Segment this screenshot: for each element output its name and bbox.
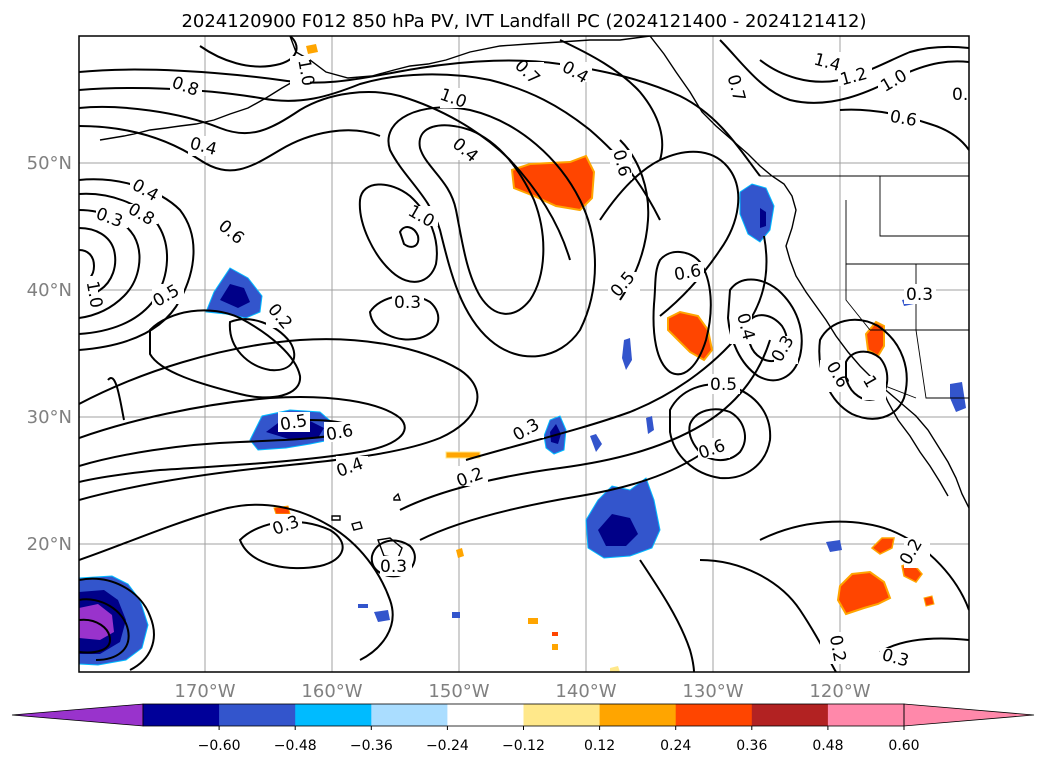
colorbar-segment: [523, 704, 601, 726]
colorbar-tick-label: −0.48: [274, 738, 317, 754]
lon-label: 140°W: [555, 681, 616, 702]
contour-label: 1.0: [293, 58, 317, 88]
contour-label: 0.5: [710, 375, 737, 395]
latitude-labels: 50°N 40°N 30°N 20°N: [27, 153, 72, 555]
colorbar-tick-label: 0.48: [812, 738, 843, 754]
positive-region-132w: [667, 310, 714, 362]
colorbar: −0.60 −0.48 −0.36 −0.24 −0.12 0.12 0.24 0.36 0.4…: [11, 703, 1035, 754]
map-area: 0.8 0.4 1.0 0.7 1.0 0.4 0.7 1.4 1.2 1.0 …: [79, 36, 979, 672]
colorbar-tick-label: 0.12: [584, 738, 615, 754]
colorbar-segment: [371, 704, 448, 726]
longitude-labels: 170°W 160°W 150°W 140°W 130°W 120°W: [174, 681, 870, 702]
colorbar-tick-label: 0.36: [736, 738, 767, 754]
positive-region-south: [836, 570, 892, 616]
contour-label: 0.5: [279, 411, 309, 435]
colorbar-segment: [447, 704, 524, 726]
positive-region-145w: [510, 154, 596, 212]
lon-label: 130°W: [682, 681, 743, 702]
contour-label: 0.6: [325, 421, 355, 445]
contour-label: 0.3: [394, 293, 421, 313]
contour-label: 0.6: [952, 85, 979, 105]
colorbar-segment: [827, 704, 905, 726]
coastlines: [99, 36, 969, 559]
lon-label: 150°W: [428, 681, 489, 702]
map-frame: [78, 35, 970, 673]
lat-label: 40°N: [27, 280, 72, 301]
colorbar-extend-high: [903, 703, 1035, 727]
colorbar-tick-label: −0.36: [350, 738, 393, 754]
contour-label: 1.0: [82, 280, 106, 310]
lon-label: 120°W: [809, 681, 870, 702]
colorbar-segment: [295, 704, 372, 726]
negative-region-coast: [739, 183, 775, 243]
colorbar-tick-label: 0.60: [888, 738, 919, 754]
colorbar-tick-label: −0.24: [426, 738, 469, 754]
lat-label: 20°N: [27, 534, 72, 555]
colorbar-tick-label: −0.60: [198, 738, 241, 754]
contour-label: 0.6: [888, 107, 918, 131]
colorbar-extend-low: [11, 703, 144, 727]
colorbar-segment: [675, 704, 753, 726]
positive-region-118w: [864, 320, 885, 358]
colorbar-segment: [751, 704, 829, 726]
lat-label: 50°N: [27, 153, 72, 174]
colorbar-segment: [143, 704, 220, 726]
lat-label: 30°N: [27, 407, 72, 428]
lon-label: 170°W: [174, 681, 235, 702]
contour-label: 0.3: [380, 557, 407, 577]
map-title: 2024120900 F012 850 hPa PV, IVT Landfall…: [181, 11, 866, 32]
colorbar-tick-label: −0.12: [502, 738, 545, 754]
contour-label: 0.2: [825, 634, 849, 664]
colorbar-segment: [599, 704, 677, 726]
contour-label: 0.6: [673, 261, 703, 285]
colorbar-tick-label: 0.24: [660, 738, 691, 754]
contour-label: 0.3: [906, 285, 933, 305]
colorbar-segment: [219, 704, 296, 726]
lon-label: 160°W: [301, 681, 362, 702]
